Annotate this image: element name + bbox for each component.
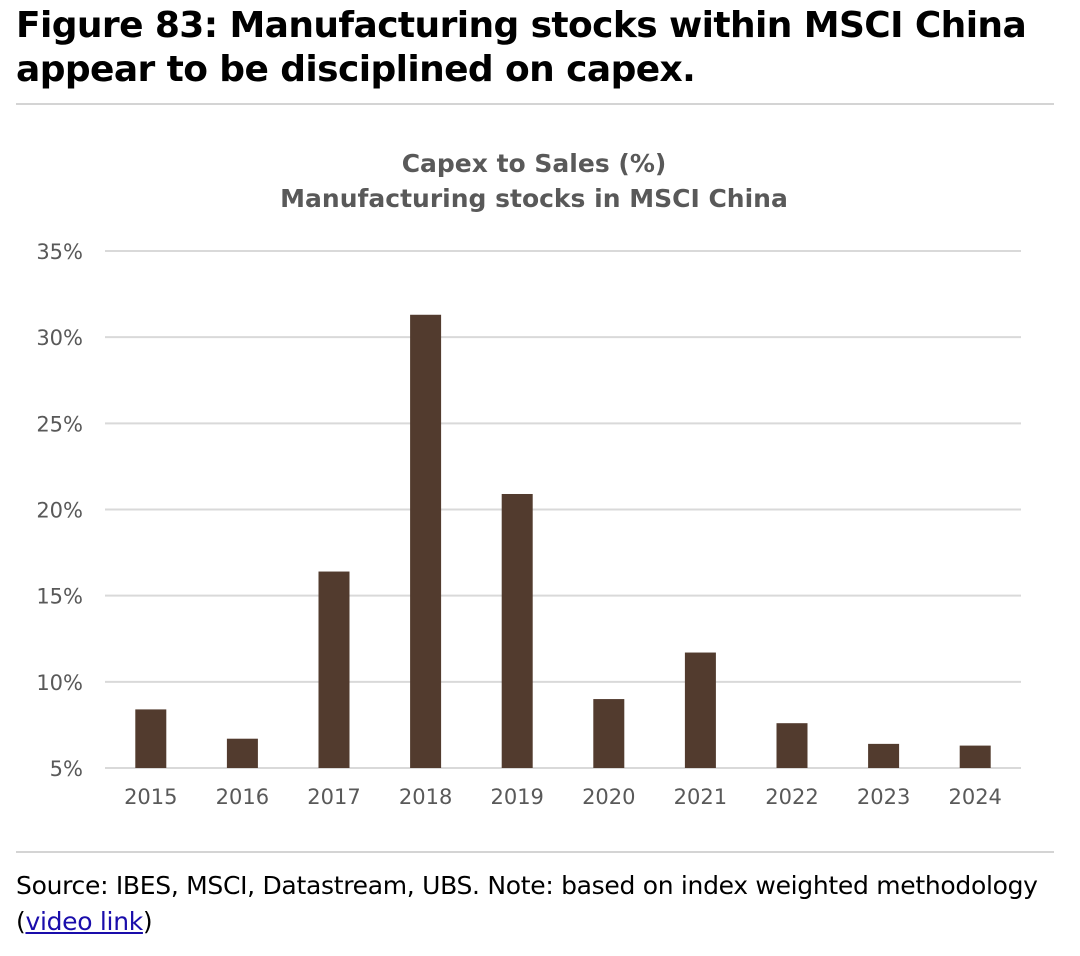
close-paren: ) xyxy=(142,907,153,936)
y-tick-label: 15% xyxy=(36,585,83,609)
open-paren: ( xyxy=(16,907,26,936)
title-divider xyxy=(16,103,1054,105)
x-axis: 2015 2016 2017 2018 2019 2020 2021 2022 2023 2024 xyxy=(124,785,1002,809)
video-link[interactable]: video link xyxy=(25,907,143,936)
bar-2015 xyxy=(135,709,167,768)
bar-2017 xyxy=(318,571,350,768)
figure-title: Figure 83: Manufacturing stocks within M… xyxy=(16,5,1027,90)
x-tick-label: 2015 xyxy=(124,785,177,809)
y-tick-label: 10% xyxy=(36,671,83,695)
y-tick-label: 35% xyxy=(36,240,83,264)
bar-2021 xyxy=(684,652,716,768)
source-text: Source: IBES, MSCI, Datastream, UBS. Not… xyxy=(16,871,1038,900)
x-tick-label: 2017 xyxy=(307,785,360,809)
y-tick-label: 30% xyxy=(36,326,83,350)
y-tick-label: 5% xyxy=(50,757,83,781)
bar-2020 xyxy=(593,699,625,768)
chart-title: Capex to Sales (%) xyxy=(402,149,667,178)
bar-2024 xyxy=(959,745,991,768)
x-tick-label: 2016 xyxy=(216,785,269,809)
y-tick-label: 20% xyxy=(36,499,83,523)
x-tick-label: 2018 xyxy=(399,785,452,809)
bar-2022 xyxy=(776,723,808,768)
bars xyxy=(135,314,991,768)
x-tick-label: 2024 xyxy=(948,785,1001,809)
capex-to-sales-chart: Capex to Sales (%) Manufacturing stocks … xyxy=(36,149,1021,809)
chart-subtitle: Manufacturing stocks in MSCI China xyxy=(280,184,788,213)
bar-2023 xyxy=(868,743,900,768)
x-tick-label: 2023 xyxy=(857,785,910,809)
x-tick-label: 2022 xyxy=(765,785,818,809)
gridlines xyxy=(105,250,1021,769)
y-tick-label: 25% xyxy=(36,412,83,436)
bar-2018 xyxy=(410,314,442,768)
x-tick-label: 2021 xyxy=(674,785,727,809)
y-axis: 5% 10% 15% 20% 25% 30% 35% xyxy=(36,240,83,781)
source-note: Source: IBES, MSCI, Datastream, UBS. Not… xyxy=(16,868,1066,940)
x-tick-label: 2019 xyxy=(490,785,543,809)
footer-divider xyxy=(16,851,1054,853)
bar-2019 xyxy=(501,493,533,768)
x-tick-label: 2020 xyxy=(582,785,635,809)
bar-2016 xyxy=(226,738,258,768)
